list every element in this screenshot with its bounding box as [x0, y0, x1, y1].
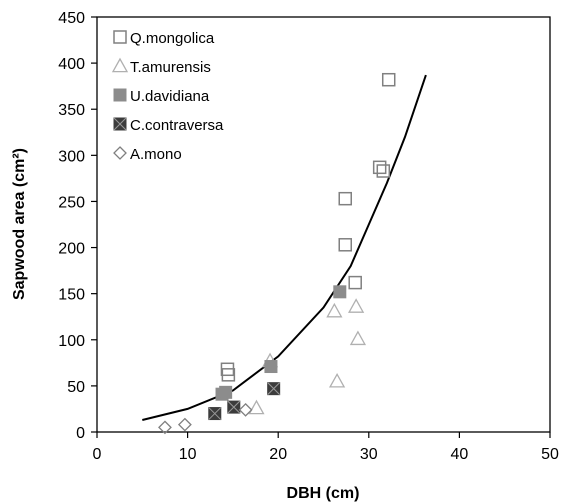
y-tick-label: 450 [58, 10, 85, 27]
x-tick-label: 30 [360, 446, 378, 463]
data-point-t-amurensis [326, 302, 343, 318]
data-point-c-contraversa [227, 400, 241, 414]
y-tick-label: 250 [58, 194, 85, 211]
data-point-q-mongolica [221, 368, 236, 382]
data-point-a-mono [177, 417, 192, 432]
data-point-t-amurensis [349, 330, 367, 346]
x-tick-label: 40 [451, 446, 469, 463]
y-tick-label: 200 [58, 241, 85, 258]
data-point-a-mono [158, 420, 172, 435]
data-point-u-davidiana [333, 285, 347, 299]
y-tick-label: 350 [58, 102, 85, 119]
data-point-q-mongolica [338, 238, 352, 252]
legend: Q.mongolica T.amurensis U.davidiana C.contr… [111, 30, 224, 163]
data-point-c-contraversa [267, 382, 281, 396]
data-point-q-mongolica [348, 275, 362, 290]
legend-marker-t-amurensis [111, 57, 129, 73]
legend-label-t-amurensis: T.amurensis [130, 59, 211, 76]
data-point-q-mongolica [376, 164, 391, 178]
legend-marker-q-mongolica [113, 30, 127, 44]
x-tick-label: 10 [179, 446, 197, 463]
y-axis-title: Sapwood area (cm²) [11, 148, 28, 300]
y-tick-label: 150 [58, 287, 85, 304]
y-tick-label: 50 [67, 379, 85, 396]
x-axis: 0 10 20 30 40 50 [93, 432, 559, 463]
data-markers [158, 72, 396, 435]
x-axis-title: DBH (cm) [287, 485, 360, 502]
data-point-t-amurensis [328, 372, 346, 388]
legend-marker-c-contraversa [113, 117, 127, 131]
y-tick-label: 400 [58, 56, 85, 73]
legend-label-q-mongolica: Q.mongolica [130, 30, 215, 47]
data-point-q-mongolica [338, 191, 352, 206]
plot-area-frame [96, 16, 551, 433]
data-point-q-mongolica [381, 72, 396, 87]
y-axis: 0 50 100 150 200 250 300 350 400 450 [58, 10, 97, 442]
data-point-t-amurensis [348, 298, 365, 313]
y-tick-label: 300 [58, 148, 85, 165]
data-point-t-amurensis [248, 399, 265, 415]
legend-marker-a-mono [113, 146, 127, 160]
data-point-a-mono [238, 402, 253, 417]
data-point-u-davidiana [219, 385, 233, 399]
y-tick-label: 0 [76, 425, 85, 442]
data-point-u-davidiana [264, 360, 278, 374]
y-tick-label: 100 [58, 333, 85, 350]
data-point-c-contraversa [208, 407, 222, 421]
x-tick-label: 50 [541, 446, 559, 463]
legend-label-a-mono: A.mono [130, 146, 182, 163]
x-tick-label: 0 [93, 446, 102, 463]
x-tick-label: 20 [269, 446, 287, 463]
legend-label-u-davidiana: U.davidiana [130, 88, 210, 105]
legend-marker-u-davidiana [113, 88, 127, 102]
legend-label-c-contraversa: C.contraversa [130, 117, 224, 134]
data-point-q-mongolica [372, 160, 387, 175]
